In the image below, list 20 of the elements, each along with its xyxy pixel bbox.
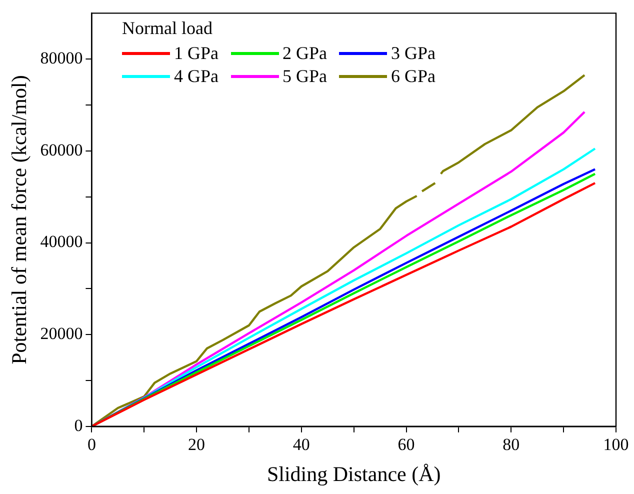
x-tick-label: 20 xyxy=(188,435,206,454)
y-axis-title: Potential of mean force (kcal/mol) xyxy=(7,75,32,364)
y-tick-label: 40000 xyxy=(40,232,83,252)
x-tick-label: 60 xyxy=(398,435,415,454)
legend-title: Normal load xyxy=(122,18,214,39)
legend-label: 5 GPa xyxy=(282,66,327,87)
x-tick-label: 100 xyxy=(603,435,629,454)
y-tick-label: 80000 xyxy=(40,48,83,68)
x-tick-label: 80 xyxy=(502,435,520,454)
x-tick-label: 0 xyxy=(87,435,96,454)
x-axis-title: Sliding Distance (Å) xyxy=(266,462,441,486)
legend-label: 3 GPa xyxy=(391,43,436,64)
legend-label: 6 GPa xyxy=(391,66,436,87)
y-tick-label: 20000 xyxy=(40,324,83,344)
x-tick-label: 40 xyxy=(292,435,310,454)
legend-label: 4 GPa xyxy=(174,66,218,87)
legend-label: 2 GPa xyxy=(282,43,327,64)
y-tick-label: 0 xyxy=(74,416,83,435)
legend-label: 1 GPa xyxy=(174,43,218,64)
y-tick-label: 60000 xyxy=(40,140,83,160)
